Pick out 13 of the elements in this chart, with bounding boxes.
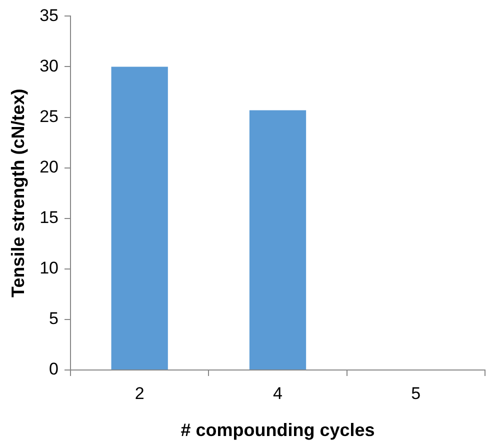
- y-tick-label: 15: [40, 208, 59, 228]
- y-tick-label: 35: [40, 6, 59, 25]
- x-axis-title: # compounding cycles: [180, 420, 375, 440]
- x-tick-label: 5: [411, 384, 421, 403]
- y-tick-label: 5: [49, 309, 59, 328]
- x-tick-label: 4: [273, 384, 282, 403]
- x-tick-label: 2: [134, 384, 144, 403]
- y-axis-title: Tensile strength (cN/tex): [8, 88, 28, 298]
- y-tick-label: 10: [40, 258, 59, 278]
- y-tick-label: 0: [49, 360, 59, 379]
- y-tick-label: 25: [40, 106, 59, 126]
- y-tick-label: 30: [40, 56, 59, 76]
- y-tick-label: 20: [40, 158, 59, 177]
